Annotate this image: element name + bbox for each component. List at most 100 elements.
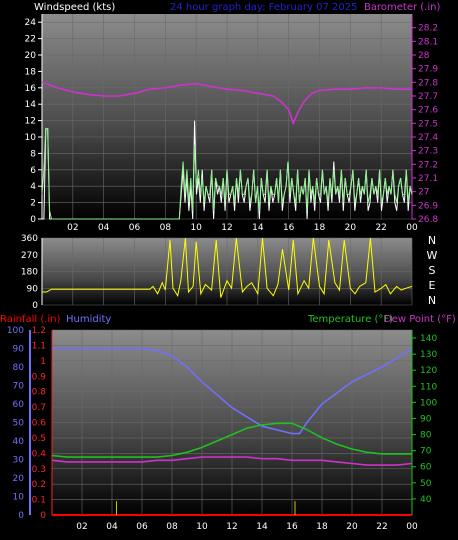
rainfall-tick-label: 0.5 — [32, 434, 46, 444]
compass-label: W — [427, 249, 438, 262]
windspeed-tick-label: 24 — [25, 18, 37, 28]
windspeed-tick-label: 10 — [25, 133, 37, 143]
rainfall-tick-label: 0.8 — [32, 388, 47, 398]
x-tick-label: 10 — [190, 223, 202, 233]
barometer-tick-label: 27.9 — [418, 65, 438, 75]
humidity-tick-label: 60 — [13, 400, 25, 410]
x-tick-label: 14 — [256, 522, 268, 532]
barometer-axis: 26.8 26.9 27 27.1 27.2 27.3 27.4 27.5 27.6 27.7 27… — [411, 14, 438, 225]
barometer-tick-label: 27.5 — [418, 119, 438, 129]
x-tick-label: 06 — [129, 223, 141, 233]
x-tick-label: 10 — [196, 522, 208, 532]
temperature-axis: 40 50 60 70 80 90 100 110 120 130 140 — [411, 330, 437, 515]
temperature-tick-label: 90 — [420, 414, 432, 424]
wind-direction-line — [42, 237, 413, 298]
humidity-axis: 0 10 20 30 40 50 60 70 80 90 100 — [7, 326, 31, 521]
windspeed-tick-label: 2 — [30, 199, 36, 209]
x-tick-label: 02 — [76, 522, 87, 532]
dewpoint-axis-title: Dew Point (°F) — [384, 314, 456, 325]
humidity-tick-label: 20 — [13, 474, 25, 484]
humidity-line — [52, 347, 413, 435]
temperature-x-axis: 02 04 06 08 10 12 14 16 18 20 22 00 — [76, 522, 418, 532]
barometer-tick-label: 26.8 — [418, 215, 438, 225]
barometer-tick-label: 28.2 — [418, 24, 438, 34]
x-tick-label: 20 — [345, 223, 357, 233]
humidity-tick-label: 0 — [18, 511, 24, 521]
x-tick-label: 00 — [406, 522, 418, 532]
x-tick-label: 22 — [376, 522, 387, 532]
windspeed-tick-label: 18 — [25, 67, 37, 77]
temperature-tick-label: 130 — [420, 350, 437, 360]
rainfall-tick-label: 0.6 — [32, 419, 47, 429]
barometer-tick-label: 27.1 — [418, 174, 438, 184]
wind-direction-series — [42, 237, 413, 298]
x-tick-label: 08 — [160, 223, 172, 233]
direction-tick-label: 0 — [32, 301, 38, 311]
humidity-tick-label: 40 — [13, 437, 25, 447]
compass-label: N — [428, 234, 436, 247]
x-tick-label: 16 — [286, 522, 298, 532]
direction-tick-label: 270 — [21, 251, 38, 261]
x-tick-label: 16 — [283, 223, 295, 233]
temperature-tick-label: 120 — [420, 366, 437, 376]
rainfall-tick-label: 1 — [40, 357, 46, 367]
humidity-axis-title: Humidity — [66, 314, 111, 325]
temperature-tick-label: 60 — [420, 463, 432, 473]
rainfall-tick-label: 0.9 — [32, 372, 47, 382]
x-tick-label: 04 — [98, 223, 110, 233]
temperature-tick-label: 50 — [420, 479, 432, 489]
x-tick-label: 18 — [316, 522, 328, 532]
direction-panel-grid — [42, 237, 413, 306]
humidity-tick-label: 70 — [13, 382, 25, 392]
x-tick-label: 12 — [226, 522, 237, 532]
dew-point-line — [51, 456, 413, 466]
rainfall-tick-label: 0.3 — [32, 465, 46, 475]
humidity-tick-label: 80 — [13, 363, 25, 373]
compass-label: S — [429, 264, 436, 277]
temperature-tick-label: 140 — [420, 334, 437, 344]
windspeed-tick-label: 4 — [30, 182, 36, 192]
barometer-tick-label: 28 — [418, 51, 430, 61]
x-tick-label: 22 — [375, 223, 386, 233]
rainfall-tick-label: 1.1 — [32, 341, 46, 351]
rainfall-tick-label: 0.2 — [32, 480, 46, 490]
temperature-line — [51, 422, 412, 458]
rainfall-axis-title: Rainfall (.in) — [0, 314, 61, 325]
barometer-tick-label: 27.3 — [418, 147, 438, 157]
rainfall-tick-label: 0.7 — [32, 403, 46, 413]
x-tick-label: 00 — [406, 223, 418, 233]
windspeed-axis-title: Windspeed (kts) — [34, 2, 115, 13]
compass-label: N — [428, 294, 436, 307]
direction-tick-label: 90 — [27, 284, 39, 294]
windspeed-tick-label: 0 — [30, 215, 36, 225]
x-tick-label: 04 — [106, 522, 118, 532]
x-tick-label: 06 — [136, 522, 148, 532]
temperature-tick-label: 70 — [420, 447, 432, 457]
windspeed-tick-label: 22 — [25, 35, 36, 45]
graph-title: 24 hour graph day: February 07 2025 — [170, 2, 358, 13]
direction-degree-axis: 0 90 180 270 360 — [21, 234, 43, 311]
windspeed-tick-label: 20 — [25, 51, 37, 61]
barometer-tick-label: 28.1 — [418, 37, 438, 47]
barometer-tick-label: 27.7 — [418, 92, 438, 102]
windgust-line — [41, 128, 413, 220]
windspeed-tick-label: 12 — [25, 117, 36, 127]
barometer-tick-label: 26.9 — [418, 201, 438, 211]
rainfall-tick-label: 1.2 — [32, 326, 46, 336]
humidity-tick-label: 30 — [13, 456, 25, 466]
compass-label: E — [429, 279, 436, 292]
x-tick-label: 18 — [314, 223, 326, 233]
humidity-tick-label: 90 — [13, 345, 25, 355]
barometer-tick-label: 27.2 — [418, 160, 438, 170]
direction-tick-label: 360 — [21, 234, 38, 244]
x-tick-label: 08 — [166, 522, 178, 532]
barometer-tick-label: 27 — [418, 188, 429, 198]
temperature-axis-title: Temperature (°F) — [307, 314, 393, 325]
rainfall-axis: 0 0.1 0.2 0.3 0.4 0.5 0.6 0.7 0.8 0.9 1 1.1 1.2 — [32, 326, 53, 521]
x-tick-label: 14 — [252, 223, 264, 233]
x-tick-label: 20 — [346, 522, 358, 532]
barometer-tick-label: 27.4 — [418, 133, 438, 143]
